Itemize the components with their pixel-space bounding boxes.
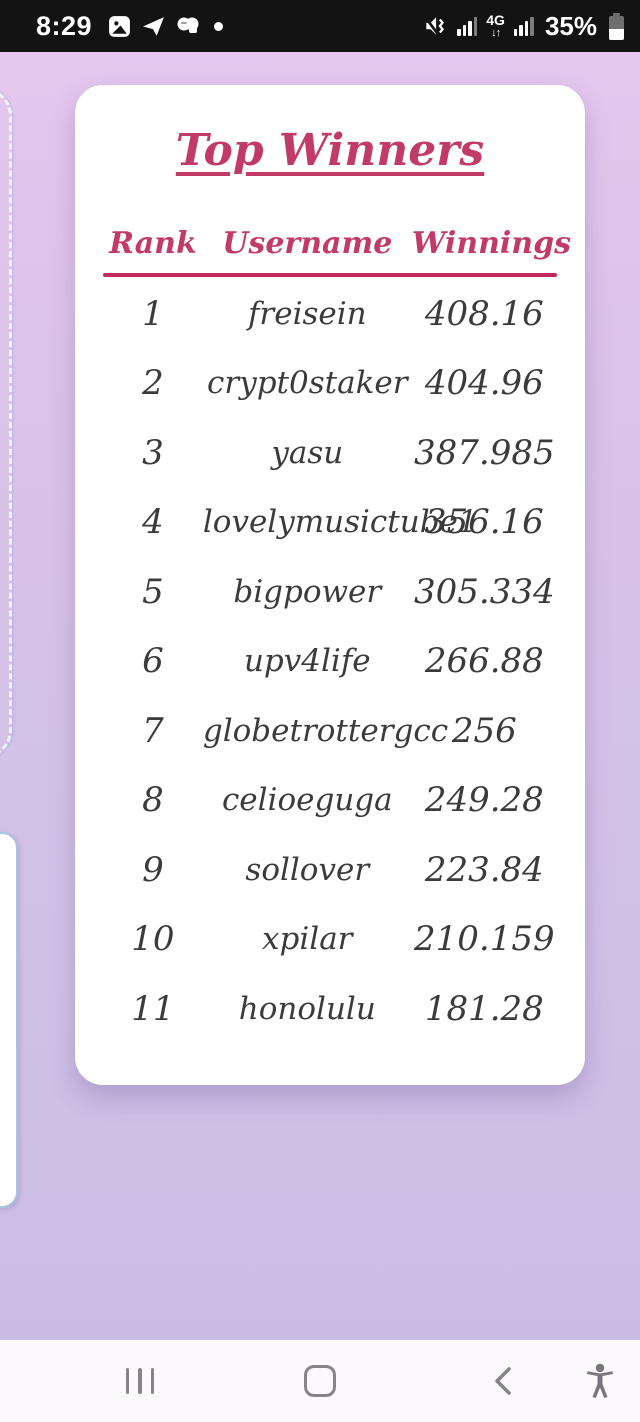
table-row: 9 sollover 223.84 <box>103 835 557 905</box>
status-bar: 8:29 4G ↓↑ 35% <box>0 0 640 52</box>
table-row: 10 xpilar 210.159 <box>103 905 557 975</box>
table-row: 11 honolulu 181.28 <box>103 974 557 1044</box>
username-cell: globetrottergcc <box>202 712 449 749</box>
decorative-dashed-sticker <box>0 88 12 758</box>
back-button[interactable] <box>458 1340 548 1422</box>
username-cell: honolulu <box>238 990 376 1027</box>
back-icon <box>495 1367 511 1395</box>
rank-cell: 2 <box>142 363 164 404</box>
network-4g-arrows-icon: 4G ↓↑ <box>486 13 505 39</box>
username-cell: yasu <box>271 434 344 471</box>
username-cell: upv4life <box>243 643 371 680</box>
home-icon <box>304 1365 336 1397</box>
top-winners-card: Top Winners Rank Username Winnings 1 fre… <box>75 85 585 1085</box>
battery-icon <box>609 12 624 40</box>
rank-cell: 11 <box>131 988 175 1029</box>
winnings-cell: 223.84 <box>424 849 544 890</box>
winnings-cell: 387.985 <box>414 432 555 473</box>
table-row: 5 bigpower 305.334 <box>103 557 557 627</box>
table-header-row: Rank Username Winnings <box>103 226 571 261</box>
page-title: Top Winners <box>175 125 485 176</box>
rank-cell: 5 <box>142 571 164 612</box>
accessibility-button[interactable] <box>560 1340 640 1422</box>
table-row: 2 crypt0staker 404.96 <box>103 349 557 419</box>
username-cell: sollover <box>245 851 370 888</box>
home-button[interactable] <box>275 1340 365 1422</box>
winnings-cell: 181.28 <box>424 988 544 1029</box>
winnings-cell: 266.88 <box>424 641 544 682</box>
table-row: 3 yasu 387.985 <box>103 418 557 488</box>
winnings-cell: 408.16 <box>424 293 544 334</box>
username-cell: xpilar <box>262 921 353 958</box>
status-bar-left: 8:29 <box>36 10 224 42</box>
header-rank: Rank <box>109 226 197 261</box>
status-bar-right: 4G ↓↑ 35% <box>422 11 624 42</box>
header-divider <box>103 273 557 277</box>
header-winnings: Winnings <box>411 226 571 261</box>
username-cell: crypt0staker <box>207 365 408 402</box>
username-cell: freisein <box>247 295 367 332</box>
mute-vibrate-icon <box>422 13 448 39</box>
recents-icon <box>125 1368 155 1394</box>
signal-strength-icon <box>457 16 478 36</box>
gallery-icon <box>107 14 132 39</box>
rank-cell: 10 <box>131 919 175 960</box>
rank-cell: 4 <box>142 502 164 543</box>
username-cell: bigpower <box>233 573 382 610</box>
rank-cell: 6 <box>142 641 164 682</box>
table-row: 4 lovelymusictube1 356.16 <box>103 488 557 558</box>
android-navigation-bar <box>0 1340 640 1422</box>
table-row: 7 globetrottergcc 256 <box>103 696 557 766</box>
winnings-cell: 210.159 <box>414 919 555 960</box>
network-type-label: 4G <box>486 12 505 28</box>
rank-cell: 1 <box>142 293 164 334</box>
network-arrows: ↓↑ <box>491 27 501 39</box>
game-app-icon <box>175 14 201 38</box>
winners-table-body: 1 freisein 408.16 2 crypt0staker 404.96 … <box>103 279 557 1044</box>
accessibility-icon <box>587 1363 613 1398</box>
recents-button[interactable] <box>95 1340 185 1422</box>
battery-percent-label: 35% <box>544 10 597 41</box>
header-username: Username <box>222 226 393 261</box>
username-cell: celioeguga <box>221 782 393 819</box>
notification-dot-icon <box>214 21 224 31</box>
username-cell: lovelymusictube1 <box>202 504 478 541</box>
winnings-cell: 356.16 <box>424 502 544 543</box>
signal-strength-icon-2 <box>513 16 534 36</box>
telegram-icon <box>141 14 166 39</box>
rank-cell: 7 <box>142 710 164 751</box>
winnings-cell: 404.96 <box>424 363 544 404</box>
status-time: 8:29 <box>36 10 93 41</box>
table-row: 1 freisein 408.16 <box>103 279 557 349</box>
winnings-cell: 249.28 <box>424 780 544 821</box>
rank-cell: 3 <box>142 432 164 473</box>
rank-cell: 8 <box>142 780 164 821</box>
table-row: 6 upv4life 266.88 <box>103 627 557 697</box>
winnings-cell: 305.334 <box>414 571 555 612</box>
table-row: 8 celioeguga 249.28 <box>103 766 557 836</box>
decorative-tab-sticker <box>0 832 18 1208</box>
rank-cell: 9 <box>142 849 164 890</box>
winnings-cell: 256 <box>451 710 517 751</box>
